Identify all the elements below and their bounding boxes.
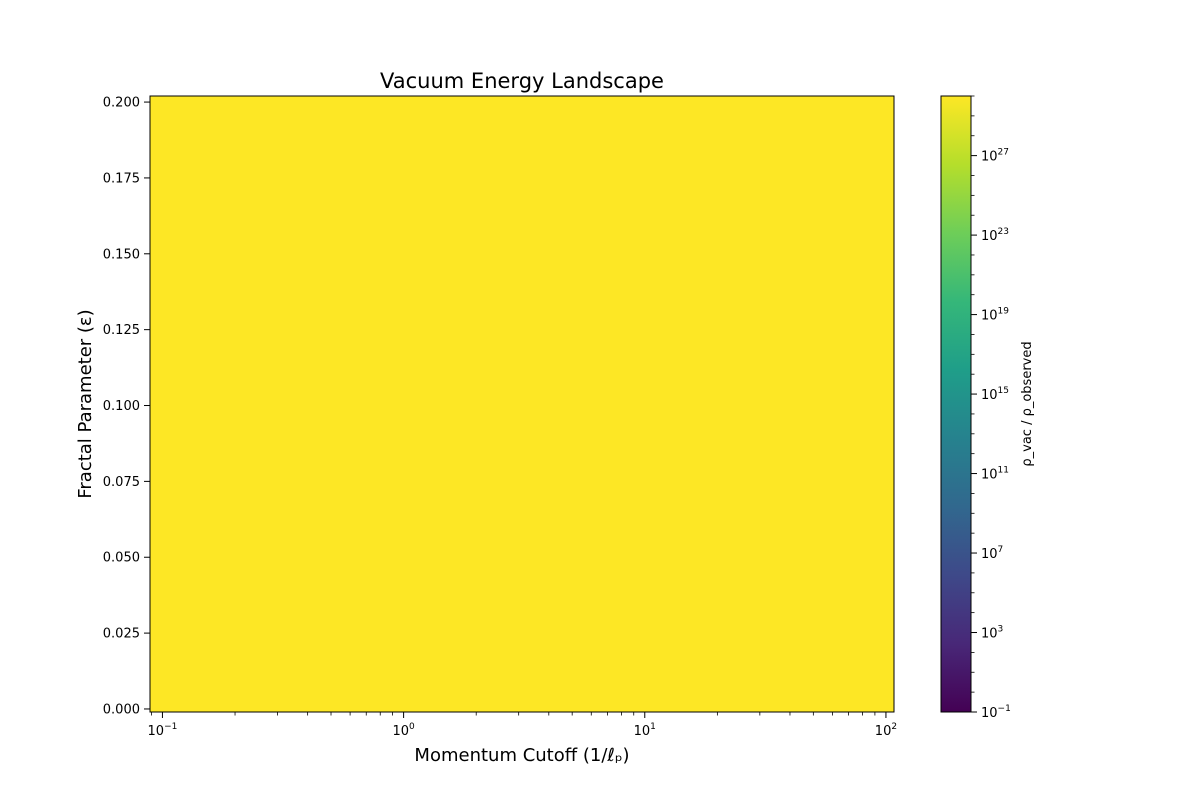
- colorbar-tick-label: 1015: [981, 386, 1009, 403]
- x-tick-label: 10−1: [148, 722, 178, 739]
- y-tick-label: 0.150: [103, 247, 140, 262]
- colorbar-tick-label: 1023: [981, 227, 1009, 244]
- y-tick-label: 0.125: [103, 323, 140, 338]
- colorbar-tick-label: 1027: [981, 148, 1009, 165]
- y-tick-label: 0.050: [103, 551, 140, 566]
- colorbar-tick-label: 10−1: [981, 704, 1011, 721]
- heatmap-field: [150, 96, 894, 712]
- x-axis-ticks: 10−1 100 101 102: [148, 712, 897, 739]
- colorbar: [940, 95, 972, 713]
- chart-title: Vacuum Energy Landscape: [380, 69, 664, 93]
- x-axis-label: Momentum Cutoff (1/ℓₚ): [414, 745, 629, 766]
- y-tick-label: 0.175: [103, 171, 140, 186]
- x-tick-label: 101: [634, 722, 656, 739]
- x-tick-label: 100: [392, 722, 415, 739]
- y-axis-ticks: 0.000 0.025 0.050 0.075 0.100 0.125 0.150 0.175…: [103, 96, 150, 717]
- y-axis-label: Fractal Parameter (ε): [75, 309, 96, 498]
- colorbar-tick-label: 107: [981, 545, 1003, 562]
- y-tick-label: 0.000: [103, 702, 140, 717]
- y-tick-label: 0.100: [103, 399, 140, 414]
- colorbar-label: ρ_vac / ρ_observed: [1020, 341, 1035, 466]
- colorbar-tick-label: 1019: [981, 307, 1009, 324]
- y-tick-label: 0.025: [103, 627, 140, 642]
- colorbar-tick-label: 1011: [981, 466, 1009, 483]
- y-tick-label: 0.075: [103, 475, 140, 490]
- y-tick-label: 0.200: [103, 96, 140, 111]
- x-tick-label: 102: [875, 722, 897, 739]
- plot-frame: [149, 95, 895, 713]
- colorbar-ticks: 10−1 103 107 1011 1015 1019 1023 1027: [971, 95, 1011, 721]
- colorbar-tick-label: 103: [981, 625, 1003, 642]
